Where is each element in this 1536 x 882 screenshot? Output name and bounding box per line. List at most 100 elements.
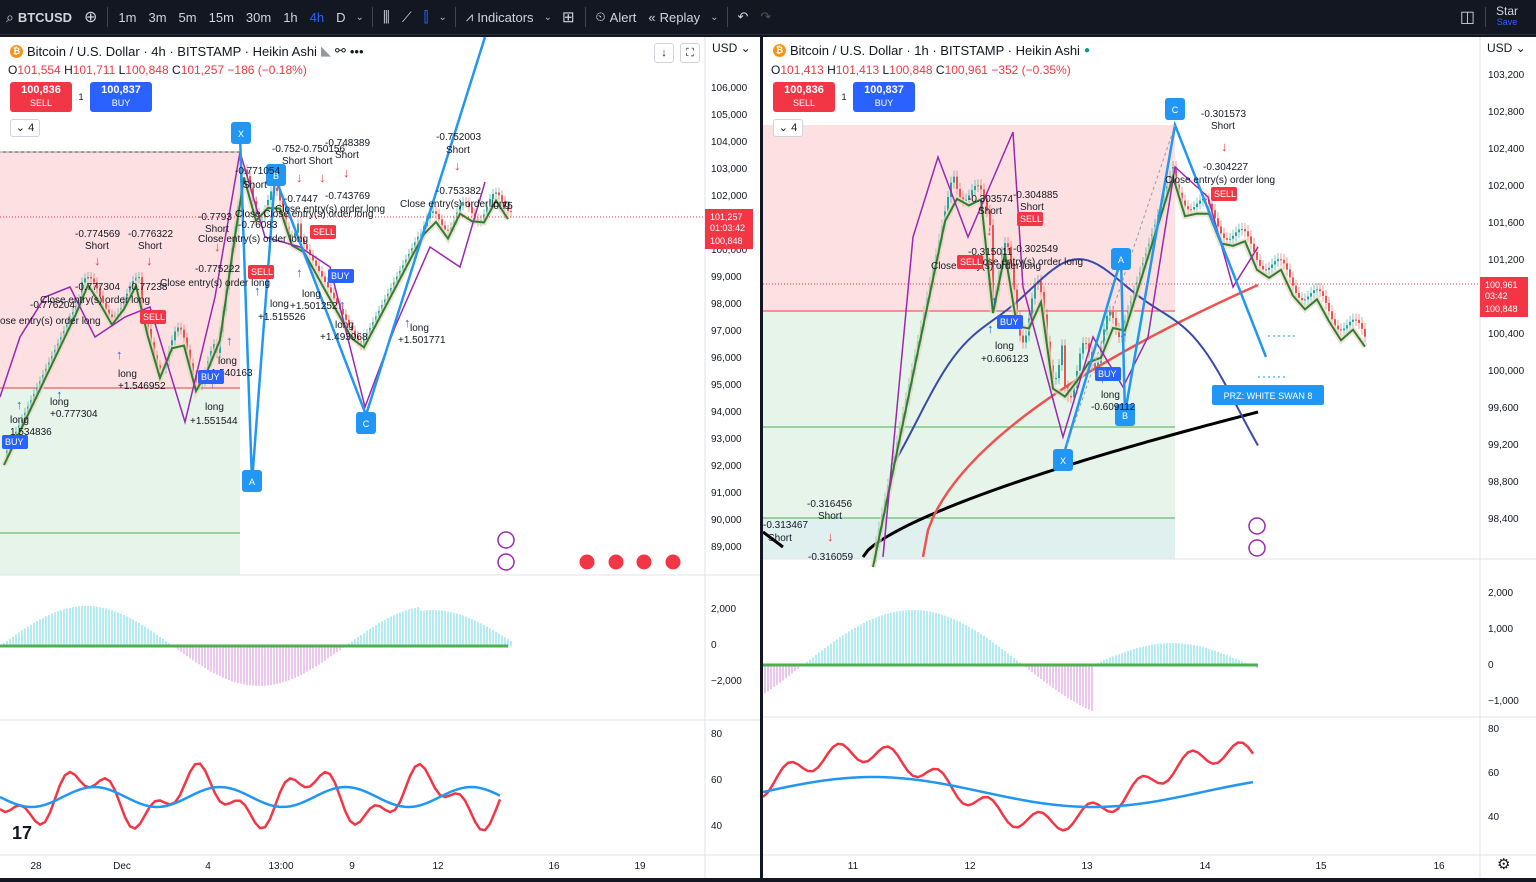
candle-body — [1229, 238, 1231, 240]
candle-body — [1055, 378, 1057, 380]
candle-body — [968, 195, 970, 200]
line-style-button[interactable]: ⟋ — [396, 0, 418, 34]
candle-body — [1334, 319, 1336, 326]
right-collapse-toggle[interactable]: ⌄ 4 — [773, 119, 803, 137]
pattern-point-c — [356, 412, 376, 434]
trade-annotation: -0.301573 — [1201, 109, 1246, 120]
collapse-count: 4 — [791, 122, 798, 134]
timeframe-1m[interactable]: 1m — [118, 9, 137, 25]
medium-ma-line — [921, 283, 1259, 558]
candle-body — [462, 202, 464, 206]
chevron-down-icon[interactable]: ⌄ — [710, 11, 719, 23]
left-scroll-down-button[interactable]: ↓ — [654, 43, 674, 63]
candle-body — [1031, 298, 1033, 319]
link-icon[interactable]: ⚯ — [334, 43, 346, 58]
left-collapse-toggle[interactable]: ⌄ 4 — [10, 119, 40, 137]
timeframe-d[interactable]: D — [336, 9, 346, 25]
left-buy-button[interactable]: 100,837 BUY — [90, 82, 152, 112]
undo-button[interactable]: ↶ — [732, 0, 755, 34]
price-tick-label: 103,000 — [711, 164, 748, 175]
candle-body — [333, 292, 335, 299]
undo-icon: ↶ — [737, 9, 749, 24]
right-chart-canvas[interactable]: 103,200102,800102,400102,000101,600101,2… — [763, 37, 1536, 878]
candle-body — [501, 195, 503, 201]
heikin-ashi-button[interactable]: ⫿ — [418, 0, 435, 34]
candle-body — [93, 278, 95, 283]
chart-settings-gear-icon[interactable]: ⚙ — [1497, 856, 1511, 873]
redo-button[interactable]: ↷ — [754, 0, 777, 34]
sell-tag-label: SELL — [1020, 214, 1042, 224]
alert-button[interactable]: ⏲ Alert — [590, 0, 643, 34]
macd-tick-label: −1,000 — [1488, 696, 1519, 707]
left-chart-pane[interactable]: 106,000105,000104,000103,000102,000101,0… — [0, 37, 760, 878]
news-icon — [497, 531, 515, 549]
countdown-label: 01:03:42 — [710, 223, 745, 233]
pattern-point-a — [1111, 248, 1131, 270]
trade-annotation: -0.775222 — [195, 264, 240, 275]
right-high: 101,413 — [835, 63, 880, 77]
bar-style-button[interactable]: ⫼ — [377, 0, 396, 34]
short-signal-arrow: ↓ — [343, 165, 350, 180]
compare-button[interactable]: ⊕ — [78, 0, 103, 34]
right-buy-button[interactable]: 100,837 BUY — [853, 82, 915, 112]
left-chart-canvas[interactable]: 106,000105,000104,000103,000102,000101,0… — [0, 37, 760, 878]
candle-body — [1292, 277, 1294, 286]
trade-annotation: -0.776322 — [128, 229, 173, 240]
candle-body — [102, 295, 104, 304]
templates-button[interactable]: ⊞ — [556, 0, 581, 34]
right-chart-title: Bitcoin / U.S. Dollar · 1h · BITSTAMP · … — [790, 43, 1080, 58]
trade-annotation: long — [218, 356, 237, 367]
left-symbol-legend: ₿ Bitcoin / U.S. Dollar · 4h · BITSTAMP … — [10, 43, 364, 59]
right-chart-pane[interactable]: 103,200 102,800 102,400 102,000 101,600 101,2… — [763, 37, 1536, 878]
timeframe-5m[interactable]: 5m — [178, 9, 197, 25]
time-tick-label: 14 — [1199, 861, 1211, 872]
short-signal-arrow: ↓ — [1221, 139, 1228, 154]
timeframe-1h[interactable]: 1h — [283, 9, 298, 25]
last-price-label: 101,257 — [710, 212, 743, 222]
sell-label: SELL — [792, 98, 816, 108]
timeframe-4h[interactable]: 4h — [309, 9, 325, 25]
flag-icon[interactable]: ◣ — [320, 43, 331, 58]
chevron-down-icon[interactable]: ⌄ — [355, 11, 364, 23]
candle-body — [1004, 243, 1006, 253]
save-button[interactable]: Star Save — [1490, 0, 1536, 34]
candle-body — [980, 185, 982, 190]
buy-label: BUY — [874, 98, 894, 108]
price-tick-label: 93,000 — [711, 434, 742, 445]
long-signal-arrow: ↑ — [987, 321, 994, 336]
trade-annotation: Close entry(s) order long — [973, 257, 1083, 268]
candle-body — [1226, 238, 1228, 240]
bitcoin-icon: ₿ — [10, 44, 23, 58]
candle-body — [132, 281, 134, 287]
timeframe-30m[interactable]: 30m — [245, 9, 272, 25]
candle-body — [1271, 264, 1273, 268]
candle-body — [1040, 281, 1042, 293]
symbol-search[interactable]: ⌕ BTCUSD — [0, 0, 78, 34]
chevron-down-icon[interactable]: ⌄ — [438, 11, 447, 23]
candle-body — [447, 229, 449, 231]
left-sell-button[interactable]: 100,836 SELL — [10, 82, 72, 112]
price-tick-label: 98,800 — [1488, 477, 1519, 488]
left-maximize-button[interactable]: ⛶ — [680, 43, 700, 63]
timeframe-15m[interactable]: 15m — [208, 9, 234, 25]
symbol-label: BTCUSD — [17, 9, 73, 25]
more-icon[interactable]: ••• — [349, 43, 364, 59]
tradingview-logo[interactable]: 17 — [12, 823, 33, 843]
replay-button[interactable]: « Replay — [642, 0, 706, 34]
sell-tag — [248, 265, 274, 279]
pattern-point-label: A — [1118, 255, 1124, 265]
candle-body — [486, 206, 488, 215]
candle-body — [1343, 328, 1345, 331]
layout-button[interactable]: ◫ — [1454, 0, 1481, 34]
right-sell-button[interactable]: 100,836 SELL — [773, 82, 835, 112]
timeframe-3m[interactable]: 3m — [148, 9, 167, 25]
plus-circle-icon: ⊕ — [84, 9, 98, 26]
chevron-down-icon[interactable]: ⌄ — [543, 11, 552, 23]
left-currency-select[interactable]: USD ⌄ — [712, 41, 751, 55]
us-flag-icon — [664, 553, 682, 571]
candle-body — [1199, 200, 1201, 204]
short-signal-arrow: ↓ — [146, 253, 153, 268]
right-currency-select[interactable]: USD ⌄ — [1487, 41, 1526, 55]
candle-body — [1070, 396, 1072, 398]
indicators-button[interactable]: ⩘ Indicators — [460, 0, 540, 34]
